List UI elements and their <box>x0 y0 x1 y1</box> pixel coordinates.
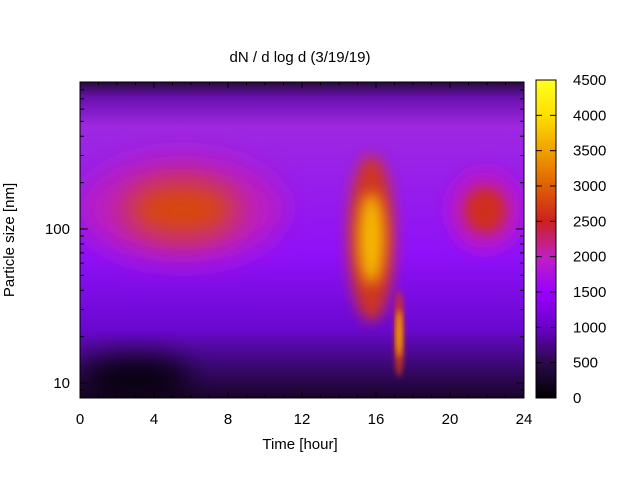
x-axis-ticks: 0 4 8 12 16 20 24 <box>76 82 533 428</box>
heatmap-feature-core <box>396 309 402 358</box>
x-tick-label: 24 <box>516 411 533 428</box>
heatmap-feature-outer <box>80 355 191 398</box>
y-tick-label: 100 <box>45 221 70 238</box>
colorbar-tick-label: 4500 <box>573 72 606 89</box>
colorbar-tick-label: 3500 <box>573 143 606 160</box>
x-tick-label: 16 <box>368 411 385 428</box>
chart-title: dN / d log d (3/19/19) <box>230 49 371 66</box>
y-axis-label: Particle size [nm] <box>1 183 18 297</box>
y-tick-label: 10 <box>53 375 70 392</box>
x-axis-label: Time [hour] <box>262 436 337 453</box>
x-tick-label: 4 <box>150 411 158 428</box>
colorbar-gradient <box>535 79 557 399</box>
x-tick-label: 20 <box>442 411 459 428</box>
x-tick-label: 0 <box>76 411 84 428</box>
heatmap-features <box>80 155 524 398</box>
colorbar-tick-label: 4000 <box>573 107 606 124</box>
colorbar-tick-label: 1000 <box>573 319 606 336</box>
colorbar-tick-label: 0 <box>573 390 581 407</box>
heatmap-feature-core <box>358 192 385 285</box>
y-axis-ticks: 10 100 <box>45 81 524 399</box>
plot-area <box>80 82 524 398</box>
colorbar-tick-label: 500 <box>573 355 598 372</box>
colorbar-ticks: 0 500 1000 1500 2000 2500 3000 3500 4000 4500 <box>536 72 606 407</box>
x-tick-label: 8 <box>224 411 232 428</box>
colorbar: 0 500 1000 1500 2000 2500 3000 3500 4000 4500 <box>535 72 606 407</box>
colorbar-tick-label: 2500 <box>573 213 606 230</box>
colorbar-tick-label: 1500 <box>573 284 606 301</box>
colorbar-tick-label: 3000 <box>573 178 606 195</box>
x-tick-label: 12 <box>294 411 311 428</box>
heatmap-feature-core <box>125 179 238 239</box>
colorbar-tick-label: 2000 <box>573 249 606 266</box>
heatmap-feature-core <box>463 186 507 234</box>
